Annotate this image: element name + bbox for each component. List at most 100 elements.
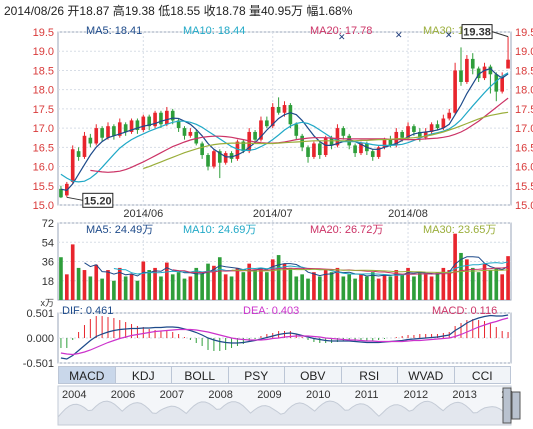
macd-value-legend: MACD: 0.116 <box>432 305 497 317</box>
price-tick-left: 15.0 <box>33 200 54 212</box>
candle-body <box>141 116 146 131</box>
price-tick-left: 17.5 <box>33 104 54 116</box>
volume-bar <box>317 276 322 300</box>
candle-body <box>88 137 93 144</box>
candle-body <box>217 151 222 163</box>
candle-body <box>82 135 87 157</box>
high-price-label-box <box>461 24 493 40</box>
candle-body <box>70 149 75 182</box>
candle-body <box>323 137 328 156</box>
high-price-label-text: 19.38 <box>463 27 491 39</box>
tab-boll[interactable]: BOLL <box>172 366 229 384</box>
low-price-label-box <box>82 192 114 208</box>
close-value: 18.78 <box>215 4 246 18</box>
open-label: 开 <box>67 4 80 18</box>
navigator-area <box>57 400 512 426</box>
low-price-label-text: 15.20 <box>84 195 112 207</box>
tab-cci[interactable]: CCI <box>454 366 511 384</box>
candle-body <box>406 126 410 138</box>
candle-body <box>94 128 99 144</box>
macd-tick: -0.501 <box>23 358 54 370</box>
volume-bar <box>347 274 352 300</box>
tab-wvad[interactable]: WVAD <box>398 366 455 384</box>
volume-unit-label: x万 <box>40 298 54 308</box>
volume-bar <box>294 276 299 300</box>
candle-body <box>341 128 346 136</box>
volume-ma-legend: MA20: 26.72万 <box>310 224 383 236</box>
candle-body <box>76 151 81 157</box>
navigator-handle-right[interactable] <box>511 391 521 420</box>
volume-bar <box>188 276 193 300</box>
low-label: 低 <box>158 4 171 18</box>
candle-body <box>506 59 510 69</box>
candle-body <box>400 131 404 138</box>
price-ma-legend: MA10: 18.44 <box>183 25 245 37</box>
volume-tick: 18 <box>42 276 54 288</box>
volume-ma-legend: MA10: 24.69万 <box>183 224 256 236</box>
tab-rsi[interactable]: RSI <box>341 366 398 384</box>
volume-tick: 54 <box>42 237 54 249</box>
tab-kdj[interactable]: KDJ <box>115 366 172 384</box>
candle-body <box>476 68 481 79</box>
candle-body <box>123 124 128 132</box>
volume-bar <box>423 274 428 300</box>
candle-body <box>370 151 375 157</box>
candle-body <box>117 122 122 136</box>
candle-body <box>176 120 181 129</box>
candle-body <box>429 124 434 132</box>
price-tick-left: 17.0 <box>33 123 54 135</box>
volume-bar <box>259 267 263 300</box>
event-marker: ✕ <box>338 32 346 42</box>
volume-bar <box>159 276 163 300</box>
volume-bar <box>123 276 128 300</box>
volume-bar <box>388 276 393 300</box>
indicator-tabs: MACD KDJ BOLL PSY OBV RSI WVAD CCI <box>58 366 511 384</box>
macd-dif-legend: DIF: 0.461 <box>62 305 113 317</box>
volume-bar <box>459 252 463 300</box>
volume-bar <box>141 261 146 300</box>
volume-bar <box>206 263 210 300</box>
volume-bar <box>247 263 252 300</box>
volume-label: 量 <box>248 4 261 18</box>
candle-body <box>276 106 281 113</box>
candle-body <box>206 155 210 167</box>
candle-body <box>253 131 257 140</box>
navigator-year-label: 2006 <box>111 389 135 401</box>
macd-dif-line <box>60 314 509 360</box>
candle-body <box>229 153 234 159</box>
volume-bar <box>494 267 499 300</box>
volume-bar <box>323 270 328 300</box>
navigator-year-label: 2010 <box>306 389 330 401</box>
date-tick-label: 2014/06 <box>123 208 163 220</box>
volume-ma-legend: MA30: 23.65万 <box>423 224 496 236</box>
volume-bar <box>112 280 116 300</box>
price-tick-left: 18.5 <box>33 65 54 77</box>
volume-bar <box>135 280 140 300</box>
volume-value: 40.95万 <box>260 4 304 18</box>
candle-body <box>459 70 463 82</box>
candle-body <box>165 110 169 125</box>
amplitude-label: 幅 <box>306 4 319 18</box>
price-tick-left: 15.5 <box>33 181 54 193</box>
quote-header: 2014/08/26 开18.87 高19.38 低18.55 收18.78 量… <box>4 2 352 19</box>
tab-macd[interactable]: MACD <box>58 366 116 384</box>
candle-body <box>241 141 246 152</box>
tab-obv[interactable]: OBV <box>285 366 342 384</box>
volume-bar <box>429 276 434 300</box>
navigator-handle[interactable] <box>502 387 512 424</box>
candle-body <box>423 131 428 138</box>
volume-bar <box>470 267 475 300</box>
macd-tick: 0.501 <box>26 308 54 320</box>
price-tick-left: 16.5 <box>33 142 54 154</box>
candle-body <box>417 131 422 138</box>
macd-dea-legend: DEA: 0.403 <box>243 305 299 317</box>
volume-bar <box>341 276 346 300</box>
volume-bar <box>359 274 363 300</box>
price-tick-right: 17.5 <box>515 104 533 116</box>
volume-bar <box>235 267 240 300</box>
tab-psy[interactable]: PSY <box>228 366 285 384</box>
navigator-year-label: 2013 <box>452 389 476 401</box>
price-tick-right: 19.0 <box>515 46 533 58</box>
volume-bar <box>500 274 504 300</box>
candle-body <box>129 120 134 132</box>
